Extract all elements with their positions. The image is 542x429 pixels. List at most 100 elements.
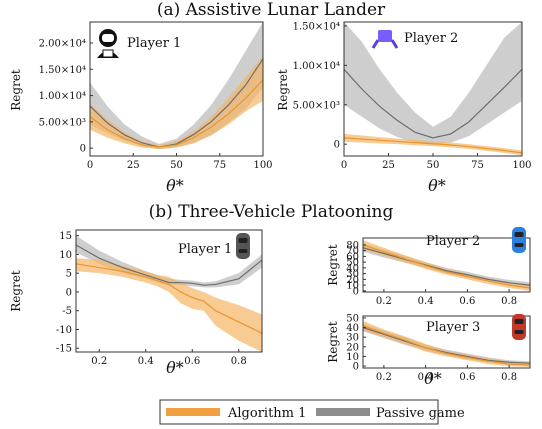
y-tick-label: 5: [66, 269, 72, 280]
panel-title: Player 1: [178, 242, 232, 257]
x-tick-label: 0.6: [459, 372, 475, 383]
lander-icon: [371, 30, 399, 49]
x-tick-label: 0.2: [376, 372, 392, 383]
plot-frame: [362, 237, 531, 293]
panel-title: Player 2: [404, 31, 458, 46]
y-tick-label: 10: [346, 352, 359, 363]
algorithm-confidence-band: [363, 240, 530, 291]
x-tick-label: 0: [341, 160, 347, 171]
y-tick-label: 20: [346, 342, 359, 353]
car-windshield: [514, 232, 524, 237]
car-body: [236, 233, 250, 259]
legend-label-passive: Passive game: [376, 406, 465, 421]
legend: Algorithm 1 Passive game: [159, 399, 465, 425]
lander-leg-right: [390, 39, 399, 49]
panel-title: Player 1: [127, 36, 181, 51]
algorithm-series-line: [362, 325, 531, 366]
passive-series-line: [89, 58, 264, 148]
x-tick-label: 0.8: [501, 372, 517, 383]
chart-panels: 0 25 50 75 10005.00×10³1.00×10⁴1.50×10⁴2.00×…: [9, 21, 532, 388]
x-tick-label: 100: [512, 160, 531, 171]
y-tick-label: 0: [66, 287, 72, 298]
lander-body: [378, 30, 392, 42]
x-axis-label: θ*: [424, 369, 442, 388]
car-body: [512, 314, 526, 340]
y-tick-label: 30: [346, 333, 359, 344]
car-gray-icon: [236, 233, 250, 259]
car-body: [512, 227, 526, 253]
y-axis-label: Regret: [326, 321, 340, 363]
legend-swatch-algorithm: [166, 408, 220, 416]
car-rear-window: [238, 249, 248, 253]
x-tick-label: 0.8: [501, 296, 517, 307]
algorithm-series-line: [89, 79, 264, 148]
x-tick-label: 0.6: [459, 296, 475, 307]
x-axis-label: θ*: [166, 176, 184, 195]
astronaut-icon: [97, 29, 119, 58]
y-tick-label: 5.00×10³: [293, 100, 340, 111]
y-tick-label: 30: [346, 269, 359, 280]
y-tick-label: 50: [346, 258, 359, 269]
algorithm-confidence-band: [76, 258, 262, 352]
car-windshield: [238, 238, 248, 243]
y-tick-label: 1.50×10⁴: [39, 65, 86, 76]
x-tick-label: 100: [253, 160, 272, 171]
x-tick-label: 0.6: [184, 356, 200, 367]
passive-series-line: [75, 244, 263, 286]
x-tick-label: 0.2: [91, 356, 107, 367]
plot-frame: [362, 315, 531, 369]
chart-lunar-player1: 0 25 50 75 100 0 5.00×10³ 1.00×10⁴ 1.50×10⁴ 2.00×…: [9, 21, 273, 195]
algorithm-confidence-band: [90, 56, 263, 150]
y-tick-label: 40: [346, 263, 359, 274]
legend-label-algorithm: Algorithm 1: [227, 406, 306, 421]
x-axis-label: θ*: [166, 358, 184, 377]
x-tick-label: 0.4: [138, 356, 154, 367]
y-tick-label: -10: [56, 325, 72, 336]
y-tick-label: 1.50×10⁴: [293, 21, 340, 32]
y-tick-label: -15: [56, 344, 72, 355]
x-tick-label: 50: [427, 160, 440, 171]
x-tick-label: 75: [471, 160, 484, 171]
y-tick-label: 60: [346, 252, 359, 263]
x-tick-label: 0.8: [231, 356, 247, 367]
y-axis-label: Regret: [276, 69, 290, 111]
y-axis-label: Regret: [9, 270, 23, 312]
car-windshield: [514, 319, 524, 324]
y-axis-label: Regret: [326, 244, 340, 286]
y-tick-label: 70: [346, 246, 359, 257]
y-tick-label: 0: [353, 286, 359, 297]
algorithm-series-line: [362, 244, 531, 289]
x-tick-label: 0: [87, 160, 93, 171]
x-tick-label: 50: [170, 160, 183, 171]
x-tick-label: 0.4: [418, 372, 434, 383]
passive-confidence-band: [363, 323, 530, 366]
passive-series-line: [362, 326, 531, 364]
chart-platoon-player1: 0.2 0.4 0.6 0.8 -15 -10 -5 0 5 10 15 θ* Regret Player…: [9, 229, 263, 377]
y-axis-label: Regret: [9, 69, 23, 111]
passive-series-line: [362, 247, 531, 286]
algorithm-confidence-band: [344, 133, 522, 156]
x-tick-label: 25: [127, 160, 140, 171]
plot-frame: [75, 229, 263, 353]
algorithm-series-line: [75, 263, 263, 334]
y-tick-label: 15: [59, 231, 72, 242]
x-axis-label: θ*: [428, 176, 446, 195]
y-tick-label: 20: [346, 275, 359, 286]
algorithm-series-line: [343, 137, 523, 154]
panel-title: Player 3: [426, 320, 480, 335]
astronaut-laptop: [102, 49, 114, 58]
passive-confidence-band: [76, 235, 262, 288]
y-tick-label: 50: [346, 313, 359, 324]
y-tick-label: 5.00×10³: [39, 117, 86, 128]
car-rear-window: [514, 330, 524, 334]
y-tick-label: 1.00×10⁴: [293, 61, 340, 72]
car-blue-icon: [512, 227, 526, 253]
x-tick-label: 0.2: [376, 296, 392, 307]
passive-confidence-band: [363, 243, 530, 288]
x-tick-label: 0.4: [418, 296, 434, 307]
y-tick-label: 1.00×10⁴: [39, 91, 86, 102]
panel-title: Player 2: [426, 234, 480, 249]
y-tick-label: 40: [346, 323, 359, 334]
